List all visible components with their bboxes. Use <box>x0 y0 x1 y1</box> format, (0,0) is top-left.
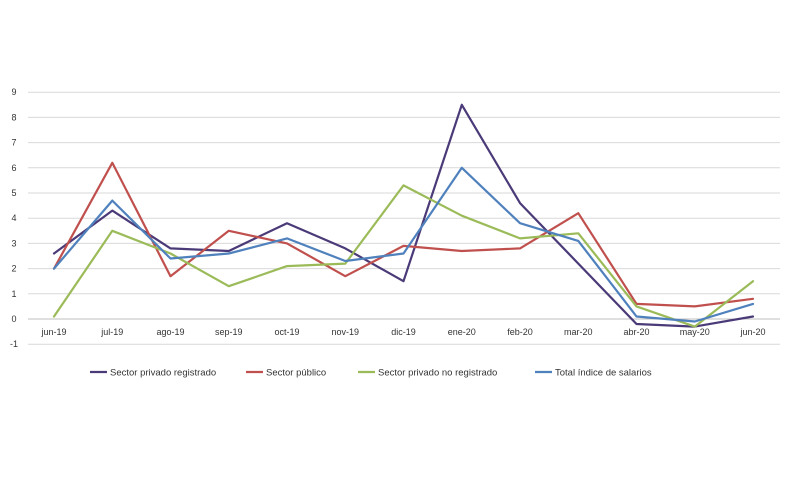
x-tick-label: jun-19 <box>40 327 66 337</box>
legend-label: Sector privado registrado <box>110 368 216 379</box>
x-tick-label: mar-20 <box>564 327 593 337</box>
x-tick-label: sep-19 <box>215 327 243 337</box>
series-lines <box>52 103 755 328</box>
y-tick-label: 6 <box>11 163 16 173</box>
y-tick-label: 4 <box>11 213 16 223</box>
y-tick-label: 2 <box>11 264 16 274</box>
y-tick-label: 0 <box>11 314 16 324</box>
x-axis-ticks: jun-19 jul-19 ago-19 sep-19 oct-19 nov-19 dic-… <box>40 327 765 337</box>
x-tick-label: nov-19 <box>331 327 359 337</box>
y-tick-label: -1 <box>10 339 18 349</box>
x-tick-label: abr-20 <box>623 327 649 337</box>
gridlines <box>28 91 780 345</box>
series-line <box>52 103 755 328</box>
legend: Sector privado registrado Sector público S… <box>90 368 652 379</box>
y-axis-ticks: -1 0 1 2 3 4 5 6 7 8 9 <box>10 87 18 349</box>
x-tick-label: ago-19 <box>156 327 184 337</box>
legend-label: Sector público <box>266 368 326 379</box>
y-tick-label: 8 <box>11 112 16 122</box>
y-tick-label: 7 <box>11 138 16 148</box>
y-tick-label: 3 <box>11 238 16 248</box>
x-tick-label: jun-20 <box>739 327 765 337</box>
legend-label: Sector privado no registrado <box>378 368 497 379</box>
y-tick-label: 9 <box>11 87 16 97</box>
x-tick-label: may-20 <box>680 327 710 337</box>
x-tick-label: jul-19 <box>100 327 123 337</box>
x-tick-label: feb-20 <box>507 327 533 337</box>
series-line <box>52 161 755 308</box>
x-tick-label: dic-19 <box>391 327 416 337</box>
series-line <box>52 184 755 328</box>
y-tick-label: 1 <box>11 289 16 299</box>
series-line <box>52 166 755 323</box>
x-tick-label: oct-19 <box>274 327 299 337</box>
x-tick-label: ene-20 <box>448 327 476 337</box>
legend-label: Total índice de salarios <box>555 368 652 379</box>
y-tick-label: 5 <box>11 188 16 198</box>
